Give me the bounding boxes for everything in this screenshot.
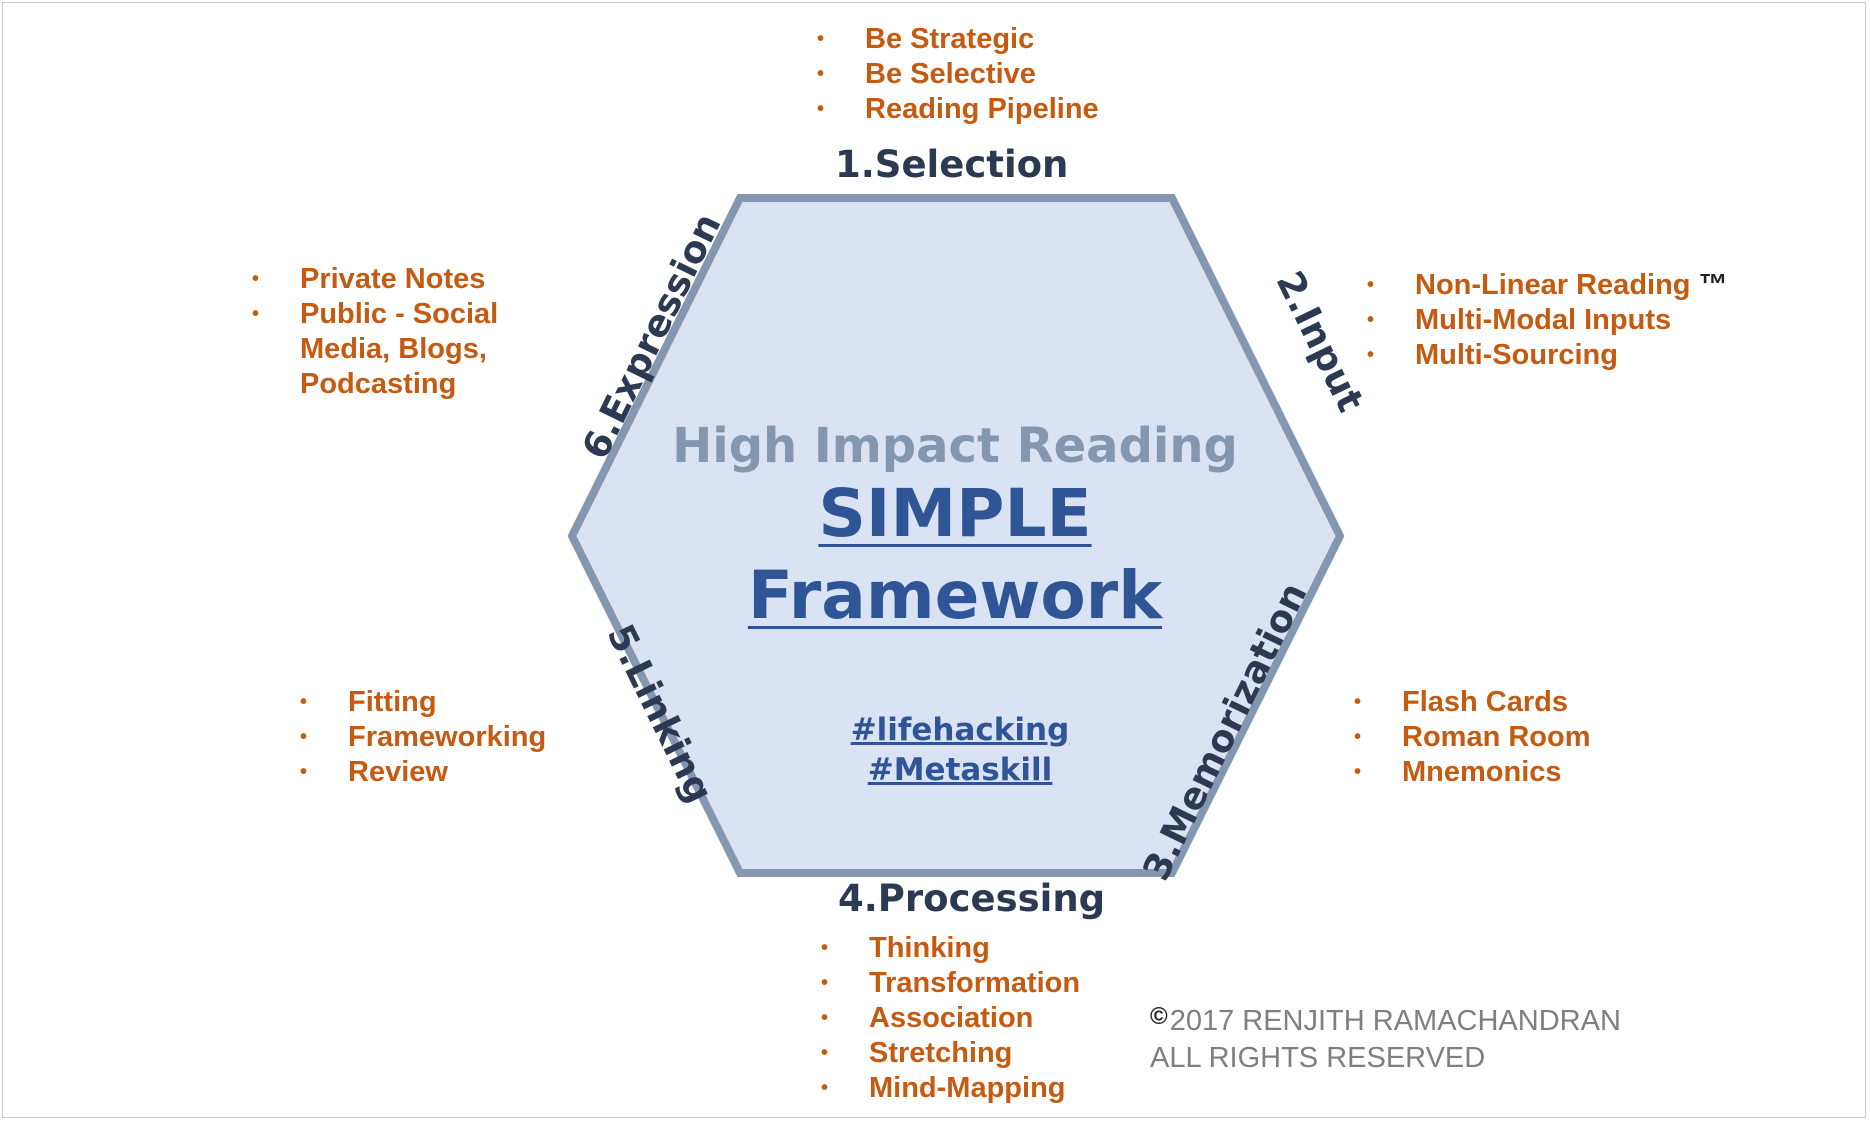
center-title-simple: SIMPLE (818, 475, 1092, 552)
bullet-icon: • (817, 98, 825, 120)
bullet-icon: • (1354, 726, 1362, 748)
bullet-icon: • (252, 303, 260, 325)
trademark-symbol: ™ (1698, 269, 1728, 301)
hexagon-shape (567, 194, 1345, 877)
copyright-line-2: ALL RIGHTS RESERVED (1150, 1042, 1486, 1074)
list-item: • Mind-Mapping (821, 1072, 1066, 1104)
list-item: • Mnemonics (1354, 756, 1562, 788)
list-item: • Non-Linear Reading ™ (1367, 269, 1728, 301)
bullet-icon: • (1367, 344, 1375, 366)
list-item: • Stretching (821, 1037, 1013, 1069)
bullet-icon: • (821, 972, 829, 994)
processing-bullets: • Thinking • Transformation • Association •… (821, 931, 1080, 1106)
list-item: • Multi-Modal Inputs (1367, 304, 1672, 336)
list-item: Media, Blogs, (300, 333, 487, 365)
linking-bullets: • Fitting • Frameworking • Review (300, 685, 546, 790)
list-item: • Association (821, 1002, 1034, 1034)
input-bullets: • Non-Linear Reading ™ • Multi-Modal Inputs… (1367, 268, 1728, 373)
list-item: • Roman Room (1354, 721, 1591, 753)
bullet-icon: • (300, 761, 308, 783)
bullet-icon: • (1367, 309, 1375, 331)
bullet-icon: • (1354, 761, 1362, 783)
list-item: • Private Notes (252, 263, 486, 295)
list-item: Podcasting (300, 368, 457, 400)
copyright-symbol: © (1150, 1003, 1168, 1030)
center-title-framework: Framework (747, 557, 1163, 634)
step-label-selection: 1.Selection (835, 143, 1069, 186)
bullet-icon: • (300, 726, 308, 748)
list-item: • Fitting (300, 686, 437, 718)
bullet-icon: • (817, 28, 825, 50)
bullet-icon: • (821, 1007, 829, 1029)
bullet-icon: • (817, 63, 825, 85)
step-label-processing: 4.Processing (838, 877, 1106, 920)
list-item: • Reading Pipeline (817, 93, 1099, 125)
copyright-line-1: ©2017 RENJITH RAMACHANDRAN (1150, 1003, 1621, 1037)
list-item: • Be Strategic (817, 23, 1035, 55)
hashtag-metaskill[interactable]: #Metaskill (867, 752, 1053, 788)
list-item: • Thinking (821, 932, 990, 964)
hashtag-lifehacking[interactable]: #lifehacking (850, 712, 1070, 748)
list-item: • Review (300, 756, 448, 788)
memorization-bullets: • Flash Cards • Roman Room • Mnemonics (1354, 685, 1591, 790)
bullet-icon: • (300, 691, 308, 713)
bullet-icon: • (821, 1077, 829, 1099)
bullet-icon: • (252, 268, 260, 290)
list-item: • Transformation (821, 967, 1081, 999)
list-item: • Public - Social (252, 298, 499, 330)
bullet-icon: • (1367, 274, 1375, 296)
expression-bullets: • Private Notes • Public - Social Media, B… (252, 262, 498, 402)
list-item: • Multi-Sourcing (1367, 339, 1618, 371)
selection-bullets: • Be Strategic • Be Selective • Reading Pip… (817, 22, 1099, 127)
center-subtitle: High Impact Reading (672, 418, 1238, 474)
list-item: • Frameworking (300, 721, 547, 753)
bullet-icon: • (1354, 691, 1362, 713)
list-item: • Flash Cards (1354, 686, 1568, 718)
bullet-icon: • (821, 937, 829, 959)
list-item: • Be Selective (817, 58, 1036, 90)
bullet-icon: • (821, 1042, 829, 1064)
copyright-notice: ©2017 RENJITH RAMACHANDRAN ALL RIGHTS RE… (1150, 998, 1621, 1077)
